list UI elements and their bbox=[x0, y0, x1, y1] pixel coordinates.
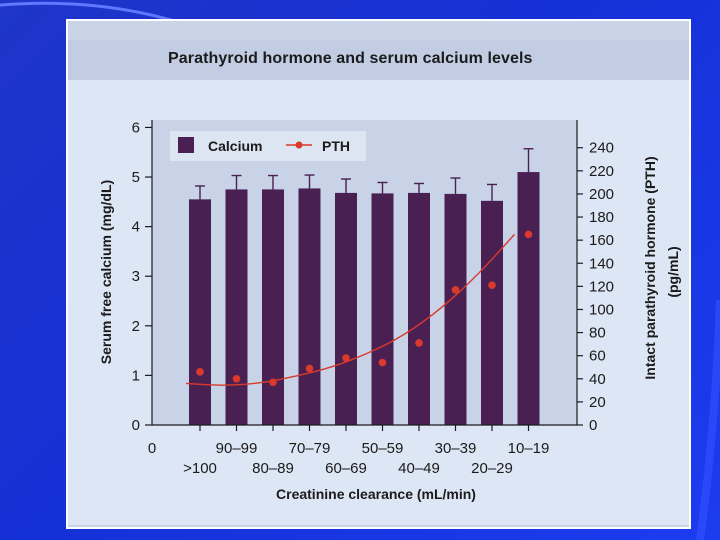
error-bar bbox=[487, 183, 497, 201]
pth-point bbox=[196, 368, 204, 376]
x-tick-label: 40–49 bbox=[398, 460, 440, 477]
chart-title: Parathyroid hormone and serum calcium le… bbox=[168, 50, 533, 67]
legend-swatch-calcium bbox=[178, 137, 194, 153]
bar-calcium bbox=[481, 200, 503, 425]
bar-calcium bbox=[444, 193, 467, 425]
legend-box bbox=[170, 131, 366, 161]
x-tick-label: 20–29 bbox=[471, 460, 513, 477]
bar-calcium bbox=[262, 189, 284, 425]
y2-tick-label: 240 bbox=[589, 140, 614, 157]
bar-calcium bbox=[335, 192, 357, 425]
bar-calcium bbox=[371, 193, 394, 425]
y2-tick-label: 0 bbox=[589, 417, 597, 434]
pth-point bbox=[378, 358, 387, 367]
pth-point bbox=[269, 378, 277, 387]
error-bar bbox=[231, 174, 242, 190]
y-tick-label: 2 bbox=[132, 318, 140, 335]
y-axis-label: Serum free calcium (mg/dL) bbox=[98, 180, 114, 364]
error-bar bbox=[450, 177, 461, 194]
bar-calcium bbox=[189, 199, 211, 425]
pth-point bbox=[524, 230, 533, 239]
y2-tick-label: 140 bbox=[589, 255, 614, 272]
legend-label-calcium: Calcium bbox=[208, 138, 262, 154]
y2-tick-label: 40 bbox=[589, 371, 606, 388]
pth-trend-line bbox=[185, 233, 516, 386]
y2-tick-label: 100 bbox=[589, 301, 614, 318]
x-tick-label: 10–19 bbox=[508, 440, 550, 457]
error-bar bbox=[341, 178, 351, 193]
y2-tick-label: 60 bbox=[589, 348, 606, 365]
x-tick-label: 70–79 bbox=[289, 440, 331, 457]
y2-tick-label: 80 bbox=[589, 325, 606, 342]
pth-point bbox=[305, 364, 314, 373]
y2-axis-unit-label: (pg/mL) bbox=[665, 246, 681, 297]
x-tick-label: >100 bbox=[183, 460, 217, 477]
x-tick-label: 80–89 bbox=[252, 460, 294, 477]
y2-tick-label: 20 bbox=[589, 394, 606, 411]
error-bar bbox=[414, 182, 424, 193]
pth-point bbox=[451, 286, 460, 294]
legend-label-pth: PTH bbox=[322, 138, 350, 154]
x-tick-label: 50–59 bbox=[362, 440, 404, 457]
error-bar bbox=[377, 181, 388, 194]
y-tick-label: 5 bbox=[132, 169, 140, 186]
plot-area bbox=[152, 120, 577, 425]
y-tick-label: 1 bbox=[132, 367, 140, 384]
y-tick-label: 3 bbox=[132, 268, 140, 285]
error-bar bbox=[304, 174, 315, 189]
y-tick-label: 0 bbox=[132, 417, 140, 434]
error-bar bbox=[195, 185, 205, 200]
y2-axis-label: Intact parathyroid hormone (PTH) bbox=[642, 156, 658, 379]
title-bar bbox=[68, 40, 689, 80]
x-axis-label: Creatinine clearance (mL/min) bbox=[276, 486, 476, 502]
x-tick-label: 90–99 bbox=[216, 440, 258, 457]
y2-tick-label: 200 bbox=[589, 186, 614, 203]
error-bar bbox=[523, 148, 534, 173]
pth-point bbox=[342, 354, 350, 362]
pth-point bbox=[232, 374, 241, 383]
pth-point bbox=[415, 339, 423, 347]
y-tick-label: 4 bbox=[132, 219, 140, 236]
y2-tick-label: 180 bbox=[589, 209, 614, 226]
x-tick-label: 60–69 bbox=[325, 460, 367, 477]
y-tick-label: 6 bbox=[132, 119, 140, 136]
error-bar bbox=[268, 174, 278, 190]
x-zero-label: 0 bbox=[148, 440, 156, 457]
bar-calcium bbox=[408, 192, 430, 425]
bar-calcium bbox=[517, 172, 540, 425]
y2-tick-label: 120 bbox=[589, 278, 614, 295]
bar-calcium bbox=[298, 188, 321, 425]
pth-point bbox=[488, 281, 496, 290]
y2-tick-label: 160 bbox=[589, 232, 614, 249]
y2-tick-label: 220 bbox=[589, 163, 614, 180]
legend-marker-pth bbox=[295, 141, 303, 149]
bar-calcium bbox=[225, 189, 248, 425]
legend: Calcium PTH bbox=[170, 131, 366, 161]
x-tick-label: 30–39 bbox=[435, 440, 477, 457]
